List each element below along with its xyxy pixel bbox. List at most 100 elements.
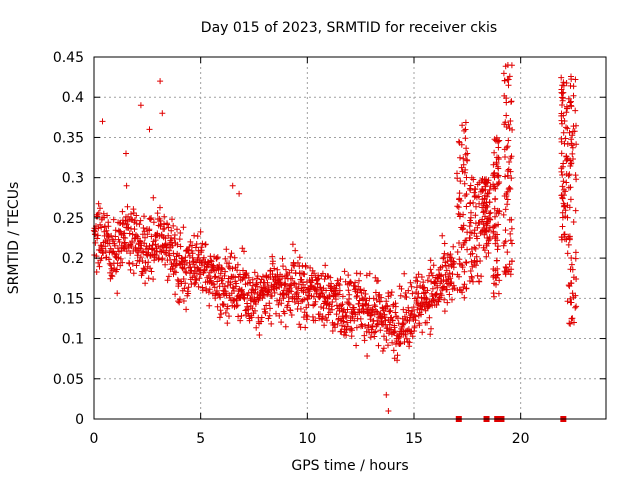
data-point	[97, 221, 104, 228]
data-point	[394, 357, 401, 364]
data-point	[256, 332, 263, 338]
data-point	[377, 327, 384, 334]
data-point	[484, 203, 491, 210]
data-point	[494, 246, 501, 253]
data-point	[491, 136, 498, 143]
data-point	[365, 322, 372, 328]
data-point	[386, 308, 393, 315]
data-point	[248, 314, 255, 321]
data-point	[495, 165, 502, 172]
data-point	[500, 211, 507, 218]
data-point	[203, 264, 210, 271]
data-point	[223, 246, 230, 253]
data-point	[332, 296, 339, 303]
data-point	[560, 79, 567, 86]
data-point	[294, 296, 301, 303]
data-point	[502, 227, 509, 234]
data-point	[174, 276, 181, 283]
data-point	[157, 217, 164, 224]
data-point	[171, 232, 178, 238]
data-point	[358, 321, 365, 328]
data-point	[382, 317, 389, 324]
data-point	[328, 280, 335, 287]
data-point	[471, 189, 478, 196]
data-point	[560, 129, 567, 136]
data-point	[122, 235, 129, 241]
data-point	[400, 306, 407, 313]
data-point	[395, 320, 402, 327]
data-point	[493, 159, 500, 166]
data-point	[460, 161, 467, 168]
data-point	[142, 234, 148, 241]
data-point	[176, 236, 183, 243]
data-point	[490, 172, 497, 179]
data-point	[228, 250, 235, 257]
data-point	[197, 228, 204, 235]
data-point	[356, 277, 362, 284]
data-point	[558, 112, 565, 119]
data-point	[269, 253, 276, 260]
data-point	[271, 289, 278, 296]
data-point	[107, 262, 114, 269]
data-point	[168, 239, 175, 246]
data-point	[136, 221, 143, 228]
data-point	[495, 144, 502, 151]
data-point	[385, 408, 392, 414]
data-point	[271, 265, 278, 272]
data-point	[130, 270, 137, 277]
data-point	[572, 304, 579, 311]
data-point	[296, 263, 303, 270]
data-point	[448, 279, 455, 286]
data-point	[142, 280, 149, 287]
data-point	[481, 247, 488, 254]
y-tick-label: 0.3	[62, 171, 84, 187]
data-point	[289, 275, 296, 282]
data-point	[483, 222, 490, 229]
data-point	[349, 313, 356, 320]
data-point	[454, 170, 460, 177]
y-tick-label: 0.1	[62, 332, 84, 348]
data-point	[463, 259, 470, 266]
data-point	[456, 190, 463, 197]
data-point	[385, 342, 391, 349]
data-point	[146, 226, 153, 233]
data-point	[376, 298, 383, 305]
data-point	[227, 253, 234, 260]
data-point	[105, 256, 112, 263]
data-point	[460, 211, 467, 218]
data-point	[195, 283, 202, 290]
data-point	[210, 281, 217, 288]
data-point	[229, 284, 236, 291]
data-point	[501, 146, 508, 153]
data-point	[416, 322, 423, 329]
data-point	[214, 278, 221, 285]
data-point	[214, 254, 221, 261]
data-point	[305, 292, 312, 299]
data-point	[408, 283, 415, 290]
data-point	[289, 241, 296, 248]
x-tick-label: 0	[90, 431, 99, 447]
data-point	[319, 313, 326, 320]
data-point	[361, 287, 367, 294]
data-point	[254, 283, 261, 290]
data-point	[506, 261, 513, 268]
data-point	[266, 300, 273, 307]
data-point	[181, 285, 188, 292]
data-point	[127, 266, 134, 273]
data-point	[267, 267, 274, 274]
data-point	[573, 122, 579, 129]
data-point	[157, 221, 164, 228]
data-point	[298, 276, 305, 283]
data-point	[151, 257, 158, 264]
data-point	[402, 331, 409, 338]
data-point	[296, 254, 303, 261]
data-point	[357, 270, 364, 277]
data-point	[441, 250, 448, 257]
data-point	[479, 196, 486, 203]
data-point	[441, 240, 448, 247]
data-point	[237, 317, 244, 324]
data-point	[92, 231, 99, 238]
data-point	[137, 102, 144, 109]
data-point	[566, 236, 573, 243]
data-point	[217, 294, 224, 301]
